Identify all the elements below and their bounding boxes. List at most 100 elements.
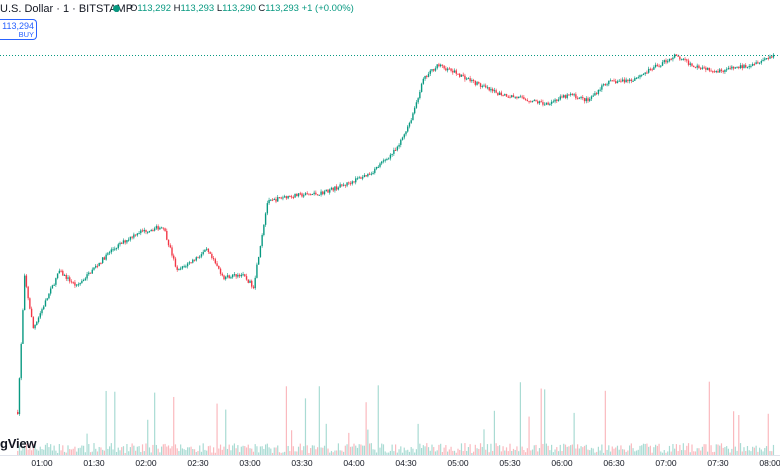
candle (580, 95, 582, 100)
candle (762, 57, 764, 62)
candle (748, 63, 750, 70)
candle (143, 227, 145, 234)
candle (564, 94, 567, 100)
volume-bar (421, 448, 423, 455)
candle (74, 279, 76, 288)
volume-bar (760, 449, 762, 455)
volume-bar (583, 445, 586, 455)
volume-bar (207, 446, 209, 455)
candle (77, 282, 80, 287)
volume-bar (381, 443, 383, 455)
candle (398, 143, 400, 149)
volume-bar (190, 446, 192, 455)
volume-bar (48, 447, 50, 455)
open-value: 113,292 (137, 3, 172, 14)
candle (316, 194, 319, 196)
volume-bar (665, 452, 667, 455)
candle (720, 68, 723, 74)
candle (625, 77, 627, 83)
volume-bar (81, 445, 83, 455)
candle (486, 85, 489, 90)
volume-bar (497, 446, 499, 455)
volume-bar (119, 450, 121, 455)
candle (523, 95, 525, 100)
candle (225, 275, 227, 281)
candle (254, 275, 256, 290)
candle (457, 73, 459, 75)
volume-bar (188, 447, 190, 455)
volume-bar (401, 452, 404, 455)
candle (105, 252, 107, 261)
volume-bar (618, 449, 620, 455)
candle (656, 63, 659, 67)
candle (223, 274, 225, 281)
volume-bar (577, 444, 579, 455)
candle (504, 93, 506, 96)
volume-bar (693, 451, 695, 455)
candle (162, 227, 165, 231)
volume-bar (174, 444, 177, 455)
candle (538, 100, 541, 106)
candle (679, 55, 681, 61)
time-axis: 01:00 01:30 02:00 02:30 03:00 03:30 04:00 04:30… (31, 458, 780, 468)
volume-bar (478, 448, 480, 455)
volume-bar (712, 452, 714, 455)
candle (247, 279, 249, 284)
candle (69, 275, 71, 284)
volume-bar (733, 411, 735, 455)
candle (199, 255, 201, 259)
x-tick-label: 06:30 (603, 458, 625, 468)
volume-bar (270, 448, 272, 455)
candle (654, 62, 657, 69)
candle (540, 99, 542, 103)
candle (469, 75, 471, 83)
candle (549, 102, 551, 106)
candle (285, 195, 288, 200)
volume-bar (578, 448, 580, 455)
volume-bar (396, 452, 398, 455)
volume-bar (644, 443, 646, 455)
candle (308, 193, 310, 196)
volume-bar (443, 447, 445, 455)
volume-bar (98, 446, 100, 455)
candle (755, 60, 757, 65)
volume-bar (178, 451, 180, 455)
candle (769, 54, 771, 59)
candle (381, 160, 383, 166)
candle (734, 66, 737, 69)
volume-bar (77, 448, 79, 455)
candle (493, 87, 496, 94)
candle (731, 65, 733, 71)
volume-bar (717, 444, 719, 455)
candle (569, 92, 572, 97)
volume-bar (431, 444, 433, 455)
candle (251, 279, 253, 289)
candle (370, 171, 373, 176)
volume-bar (115, 451, 118, 455)
volume-bar (107, 448, 109, 455)
candle (684, 57, 686, 62)
volume-bar (490, 443, 492, 455)
volume-bar (325, 423, 327, 455)
candle (112, 246, 114, 252)
candle (653, 65, 655, 70)
volume-bar (604, 390, 606, 455)
volume-bar (745, 450, 747, 455)
candle (81, 279, 83, 284)
candle (167, 239, 170, 248)
buy-price: 113,294 (2, 21, 34, 31)
volume-bar (505, 447, 508, 455)
symbol-title[interactable]: U.S. Dollar · 1 · BITSTAMP (0, 3, 134, 15)
candle (427, 71, 430, 78)
volume-bar (655, 444, 657, 455)
candle (249, 279, 251, 284)
candle (649, 67, 652, 71)
volume-bar (637, 449, 639, 455)
x-tick-label: 05:00 (447, 458, 469, 468)
candle (556, 98, 558, 103)
candle (528, 100, 530, 104)
candle (426, 74, 428, 79)
buy-button[interactable]: 113,294 BUY (0, 19, 37, 40)
volume-bar (348, 432, 350, 455)
